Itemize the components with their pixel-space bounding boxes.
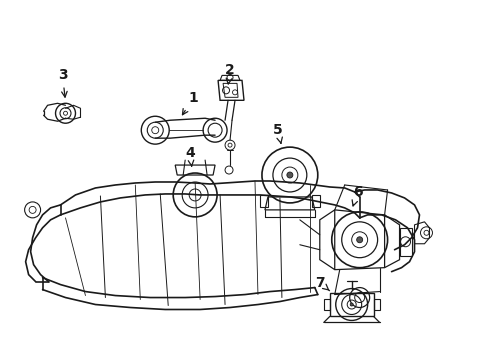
Text: 7: 7 (314, 276, 329, 291)
Text: 2: 2 (224, 63, 234, 84)
Circle shape (356, 237, 362, 243)
Text: 6: 6 (351, 185, 362, 206)
Text: 3: 3 (58, 68, 67, 97)
Circle shape (286, 172, 292, 178)
Text: 1: 1 (182, 91, 198, 115)
Text: 4: 4 (185, 146, 195, 166)
Text: 5: 5 (272, 123, 282, 143)
Circle shape (349, 303, 352, 306)
